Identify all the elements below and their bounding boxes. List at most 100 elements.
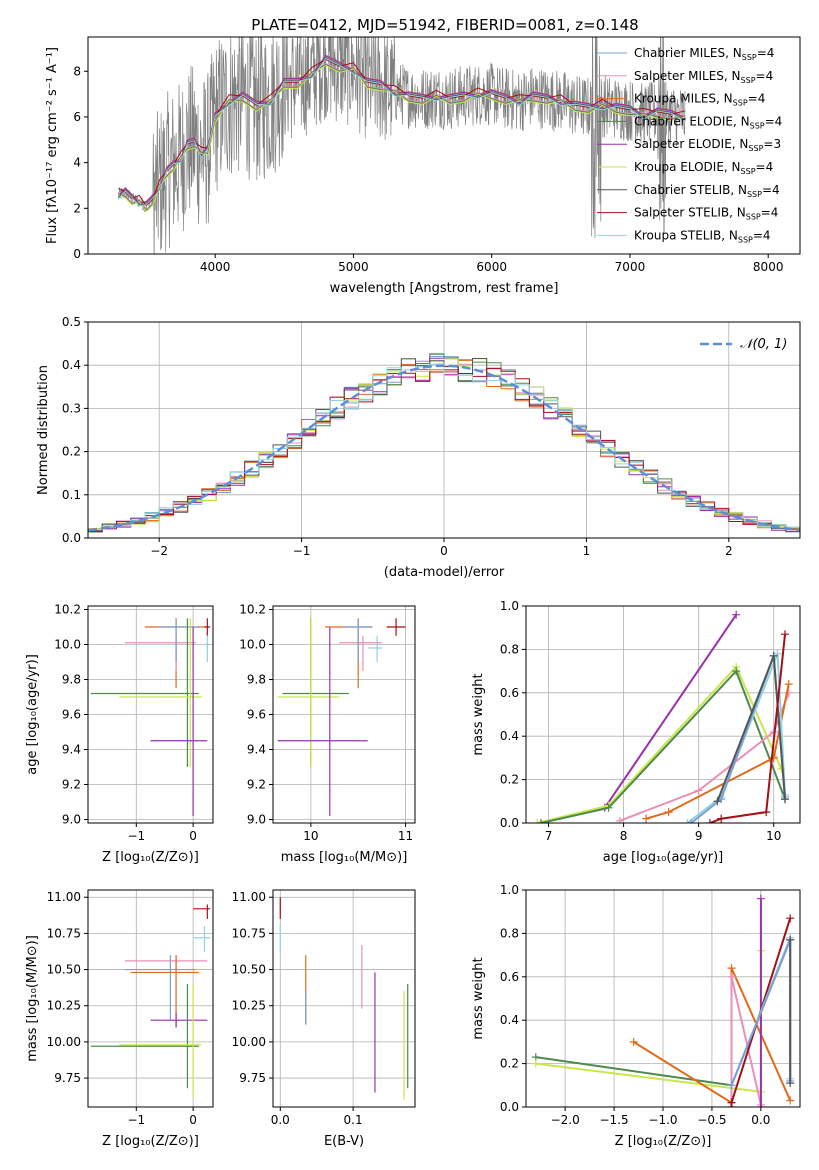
- mass-weight-marker: [683, 819, 692, 823]
- legend-suffix: =4: [762, 183, 780, 197]
- x-tick-label: 7: [545, 829, 553, 843]
- x-tick-label: 8000: [753, 260, 784, 274]
- mass-weight-line-1: [537, 664, 783, 823]
- panel-residuals: −2 −1 0 1 2 0.0 0.1 0.2 0.3 0.4 0.5 (data-model)/er…: [36, 315, 801, 580]
- y-tick-label: 0.0: [62, 531, 81, 545]
- x-axis-label: age [log₁₀(age/yr)]: [603, 850, 724, 865]
- mass-weight-line-2: [540, 669, 786, 823]
- legend-entry: Kroupa STELIB, NSSP=4: [634, 228, 771, 244]
- panel-mass_vs_Z: −1 0 9.75 10.00 10.25 10.50 10.75 11.00 Z [log₁₀…: [25, 889, 214, 1149]
- legend-suffix: =4: [757, 46, 775, 60]
- mass-weight-marker: [732, 667, 741, 676]
- mass-weight-marker: [727, 972, 736, 981]
- plot-area-massweight_vs_Z: [531, 894, 795, 1107]
- y-tick-label: 10.00: [232, 1035, 266, 1049]
- x-tick-label: 7000: [615, 260, 646, 274]
- y-tick-label: 0.2: [62, 445, 81, 459]
- mass-weight-marker: [784, 680, 793, 689]
- plot-area-mass_vs_Z: [90, 904, 211, 1097]
- x-tick-label: 8: [620, 829, 628, 843]
- x-tick-label: 0.0: [271, 1113, 290, 1127]
- x-axis-label: (data-model)/error: [384, 565, 505, 580]
- y-tick-label: 10.2: [239, 603, 266, 617]
- y-tick-label: 10.00: [47, 1035, 81, 1049]
- y-tick-label: 9.6: [62, 708, 81, 722]
- gaussian-reference-line: [88, 364, 800, 532]
- legend-suffix: =4: [753, 228, 771, 242]
- x-tick-label: −1: [293, 544, 311, 558]
- mass-weight-marker: [604, 803, 613, 812]
- y-tick-label: 9.2: [62, 778, 81, 792]
- mass-weight-marker: [615, 816, 624, 823]
- legend-label: Chabrier MILES, N: [634, 46, 742, 60]
- axes-frame: [87, 36, 801, 255]
- y-tick-label: 0.5: [62, 315, 81, 329]
- y-tick-label: 10.25: [232, 999, 266, 1013]
- y-axis-label: mass weight: [471, 673, 486, 755]
- mass-weight-line-8: [709, 634, 786, 823]
- mass-weight-marker: [780, 795, 789, 804]
- panel-massweight_vs_age: 7 8 9 10 0.0 0.2 0.4 0.6 0.8 1.0 age [log₁₀(age/yr…: [471, 599, 801, 865]
- x-tick-label: 6000: [476, 260, 507, 274]
- x-axis-label: mass [log₁₀(M/M⊙)]: [281, 850, 408, 865]
- x-axis-label: Z [log₁₀(Z/Z⊙)]: [102, 1134, 199, 1149]
- x-tick-label: −0.5: [697, 1113, 726, 1127]
- mass-weight-marker: [629, 1037, 638, 1046]
- model-spectrum-line-6: [118, 56, 686, 206]
- model-spectrum-line-8: [118, 57, 686, 207]
- y-tick-label: 0.3: [62, 401, 81, 415]
- legend-suffix: =4: [765, 114, 783, 128]
- y-tick-label: 0.4: [500, 1013, 519, 1027]
- y-tick-label: 0.2: [500, 773, 519, 787]
- x-tick-label: 10: [766, 829, 781, 843]
- legend-suffix: =4: [756, 160, 774, 174]
- legend-subscript: SSP: [748, 144, 763, 153]
- panel-massweight_vs_Z: −2.0 −1.5 −1.0 −0.5 0.0 0.0 0.2 0.4 0.6 0.8 1.0 Z […: [471, 883, 801, 1149]
- y-tick-label: 0.0: [500, 1100, 519, 1114]
- y-tick-label: 0.6: [500, 686, 519, 700]
- model-spectrum-line-3: [118, 63, 686, 212]
- mass-weight-marker: [694, 786, 703, 795]
- mass-weight-marker: [769, 651, 778, 660]
- plot-area-spectrum: [118, 37, 686, 254]
- mass-weight-marker: [780, 630, 789, 639]
- residual-histogram-8: [88, 363, 800, 531]
- y-tick-label: 0.4: [500, 729, 519, 743]
- legend-entry: Kroupa ELODIE, NSSP=4: [634, 160, 773, 176]
- y-tick-label: 2: [73, 201, 81, 215]
- y-tick-label: 0.6: [500, 970, 519, 984]
- legend-suffix: =4: [756, 69, 774, 83]
- y-tick-label: 4: [73, 156, 81, 170]
- mass-weight-marker: [537, 819, 546, 823]
- x-tick-label: 0: [189, 829, 197, 843]
- y-tick-label: 9.4: [62, 743, 81, 757]
- mass-weight-marker: [642, 814, 651, 823]
- legend-label: Salpeter STELIB, N: [634, 206, 746, 220]
- plot-area-mass_vs_ebv: [279, 897, 409, 1100]
- y-tick-label: 9.4: [247, 743, 266, 757]
- x-tick-label: 0.0: [751, 1113, 770, 1127]
- plot-area-residuals: [88, 352, 800, 533]
- x-axis-label: Z [log₁₀(Z/Z⊙)]: [615, 1134, 712, 1149]
- x-tick-label: 5000: [338, 260, 369, 274]
- x-tick-label: −2.0: [551, 1113, 580, 1127]
- y-tick-label: 0.8: [500, 642, 519, 656]
- legend-entry: Salpeter STELIB, NSSP=4: [634, 206, 778, 222]
- x-tick-label: 11: [398, 829, 413, 843]
- mass-weight-marker: [756, 894, 765, 903]
- y-tick-label: 0.1: [62, 488, 81, 502]
- legend-label: Salpeter MILES, N: [634, 69, 741, 83]
- y-axis-label: Normed distribution: [36, 365, 51, 495]
- x-axis-label: E(B-V): [324, 1134, 364, 1149]
- mass-weight-marker: [756, 1103, 765, 1107]
- mass-weight-marker: [713, 797, 722, 806]
- legend-subscript: SSP: [747, 190, 762, 199]
- panel-age_vs_Z: −1 0 9.0 9.2 9.4 9.6 9.8 10.0 10.2 Z [log₁₀(Z/Z⊙)…: [25, 603, 214, 865]
- legend-label: Kroupa STELIB, N: [634, 228, 738, 242]
- y-tick-label: 9.6: [247, 708, 266, 722]
- y-tick-label: 10.75: [47, 926, 81, 940]
- y-axis-label: Flux [fλ10⁻¹⁷ erg cm⁻² s⁻¹ A⁻¹]: [45, 47, 60, 244]
- y-tick-label: 1.0: [500, 599, 519, 613]
- panel-mass_vs_ebv: 0.0 0.1 9.75 10.00 10.25 10.50 10.75 11.00 E(B-V…: [232, 889, 416, 1149]
